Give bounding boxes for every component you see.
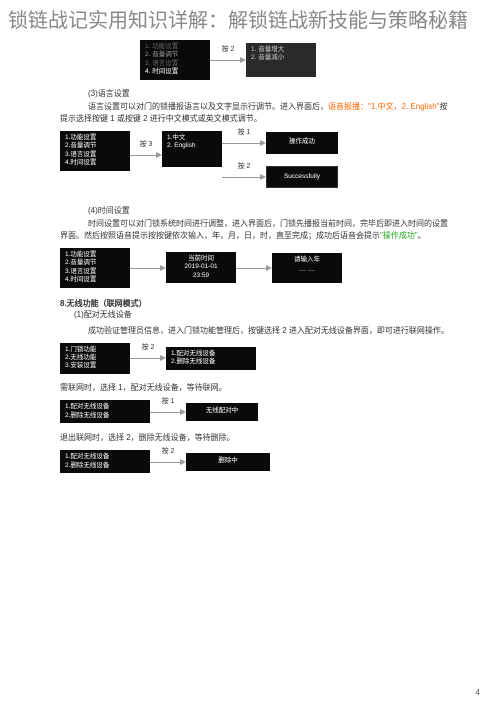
page-title: 锁链战记实用知识详解：解锁链战新技能与策略秘籍 <box>0 0 500 34</box>
menu-box: 1. 功能设置 2. 音量调节 3. 语言设置 4. 时间设置 <box>140 40 210 80</box>
page-number: 4 <box>476 688 480 697</box>
status-box: 无线配对中 <box>186 403 258 421</box>
arrow-label: 按 3 <box>140 139 153 149</box>
green-text: "操作成功" <box>380 231 418 240</box>
menu-box: 1.门锁功能 2.无线功能 3.安装设置 <box>60 343 130 374</box>
arrow-label: 按 2 <box>162 446 175 456</box>
section8-title: 8.无线功能（联网模式） <box>60 298 450 309</box>
result-box: 1. 音量增大 2. 音量减小 <box>246 43 316 77</box>
section8-para3: 退出联网时，选择 2，删除无线设备，等待删除。 <box>60 432 450 444</box>
wireless-menu-box: 1.配对无线设备 2.删除无线设备 <box>60 400 150 423</box>
time-box: 当前时间 2019-01-01 23:59 <box>166 252 236 283</box>
content-area: 1. 功能设置 2. 音量调节 3. 语言设置 4. 时间设置 按 2 1. 音… <box>0 40 500 474</box>
menu-box: 1.功能设置 2.音量调节 3.语言设置 4.时间设置 <box>60 248 130 288</box>
diagram-pairing: 1.配对无线设备 2.删除无线设备 按 1 无线配对中 <box>60 400 450 424</box>
arrow-label: 按 1 <box>238 127 251 137</box>
section8-sub1-para: 成功验证管理员信息，进入门锁功能管理后，按键选择 2 进入配对无线设备界面，即可… <box>60 325 450 337</box>
success-box: 操作成功 <box>266 132 338 154</box>
section8-sub1-label: (1)配对无线设备 <box>60 309 450 321</box>
diagram-time: 1.功能设置 2.音量调节 3.语言设置 4.时间设置 当前时间 2019-01… <box>60 248 450 288</box>
diagram-language: 1.功能设置 2.音量调节 3.语言设置 4.时间设置 按 3 1.中文 2. … <box>60 131 450 189</box>
year-input-box: 请输入年 __ __ <box>272 253 342 283</box>
section3-para: 语言设置可以对门的锁播报语言以及文字显示行调节。进入界面后，语音报播："1.中文… <box>60 101 450 125</box>
diagram-wireless-pair: 1.门锁功能 2.无线功能 3.安装设置 按 2 1.配对无线设备 2.删除无线… <box>60 343 450 374</box>
diagram-deleting: 1.配对无线设备 2.删除无线设备 按 2 删除中 <box>60 450 450 474</box>
menu-box: 1.功能设置 2.音量调节 3.语言设置 4.时间设置 <box>60 131 130 171</box>
success-box-en: Successfully <box>266 166 338 188</box>
section8-para2: 需联网时，选择 1，配对无线设备，等待联网。 <box>60 382 450 394</box>
diagram-volume: 1. 功能设置 2. 音量调节 3. 语言设置 4. 时间设置 按 2 1. 音… <box>140 40 450 80</box>
arrow-label: 按 2 <box>238 161 251 171</box>
wireless-menu-box: 1.配对无线设备 2.删除无线设备 <box>60 450 150 473</box>
arrow-label: 按 2 <box>142 342 155 352</box>
section4-para: 时间设置可以对门锁系统时间进行调整，进入界面后，门锁先播报当前时间，完毕后即进入… <box>60 218 450 242</box>
arrow-label: 按 1 <box>162 396 175 406</box>
lang-box: 1.中文 2. English <box>162 131 222 167</box>
section3-label: (3)语言设置 <box>60 88 450 99</box>
status-box: 删除中 <box>186 453 270 471</box>
section4-label: (4)时间设置 <box>60 205 450 216</box>
wireless-menu-box: 1.配对无线设备 2.删除无线设备 <box>166 347 256 370</box>
arrow-label: 按 2 <box>222 44 235 54</box>
orange-text: 语音报播："1.中文，2. English" <box>328 102 439 111</box>
